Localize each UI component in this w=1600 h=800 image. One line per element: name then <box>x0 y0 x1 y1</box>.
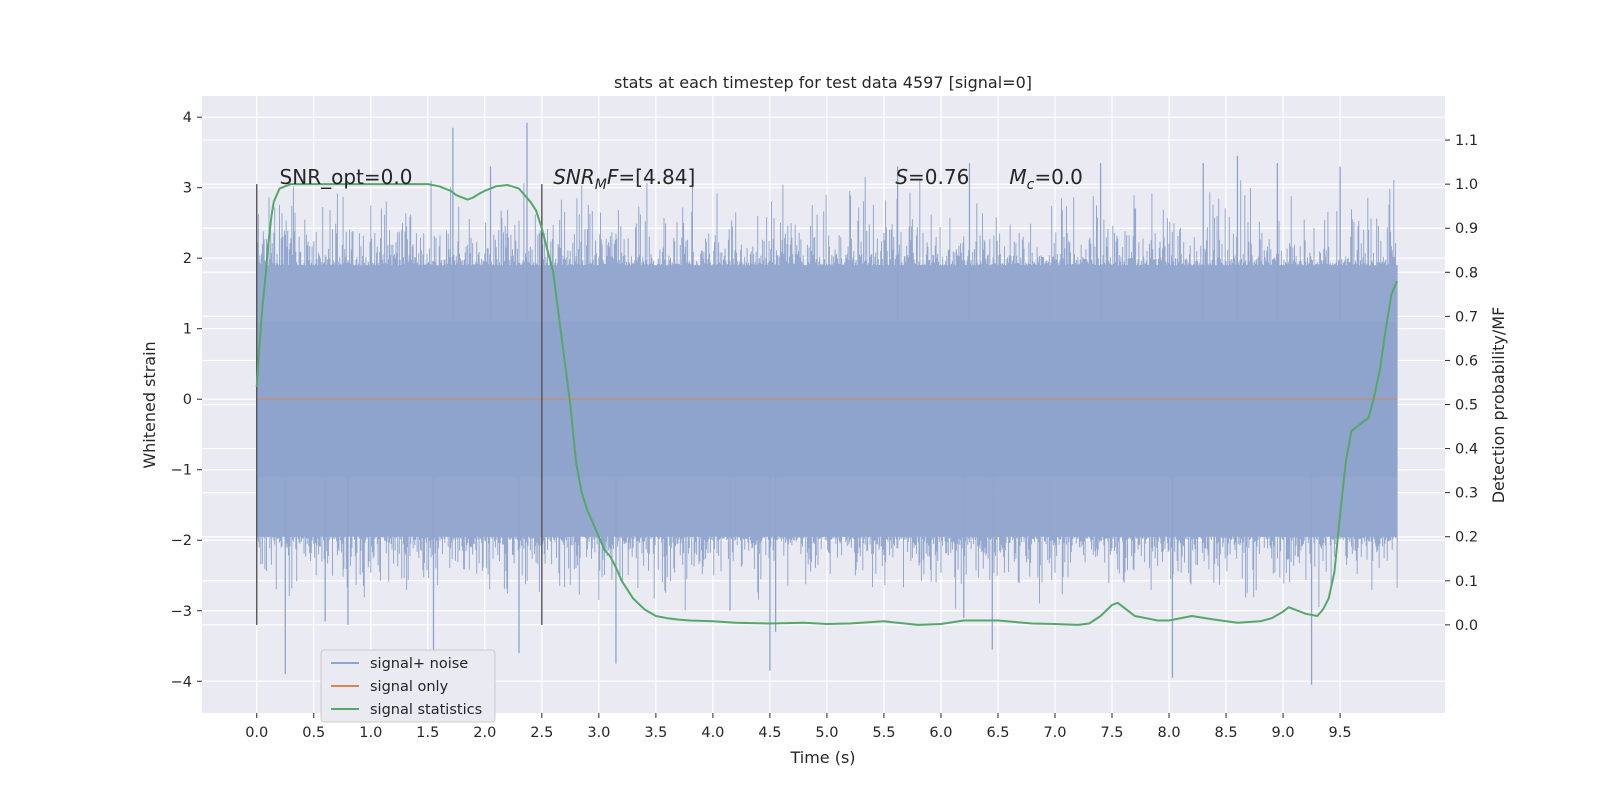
y-tick-label: −4 <box>171 674 192 690</box>
x-tick-label: 7.0 <box>1043 725 1066 741</box>
y-tick-label: 0 <box>183 392 192 408</box>
y2-tick-label: 0.0 <box>1455 618 1478 634</box>
x-tick-label: 2.0 <box>473 725 496 741</box>
chart-title: stats at each timestep for test data 459… <box>614 73 1032 92</box>
signal-statistics-series <box>255 183 1399 626</box>
axes: 0.0 0.5 1.0 1.5 2.0 2.5 3.0 3.5 4.0 4.5 5.0 5.5 6.0 6… <box>171 110 1478 741</box>
annotation-s-stat: S=0.76 <box>895 165 969 189</box>
signal-statistics-line <box>255 183 1399 626</box>
legend: signal+ noise signal only signal statist… <box>320 649 496 723</box>
y2-tick-label: 0.8 <box>1455 265 1478 281</box>
x-tick-label: 0.0 <box>245 725 268 741</box>
x-tick-label: 9.0 <box>1272 725 1295 741</box>
annotation-snr-opt: SNR_opt=0.0 <box>280 165 413 189</box>
x-tick-label: 1.0 <box>359 725 382 741</box>
legend-box <box>320 649 496 723</box>
y-axis-label: Whitened strain <box>140 341 159 468</box>
x-axis-label: Time (s) <box>789 748 855 767</box>
legend-label-signal-statistics: signal statistics <box>370 702 482 718</box>
y2-tick-label: 0.1 <box>1455 574 1478 590</box>
y2-tick-label: 0.5 <box>1455 398 1478 414</box>
x-tick-label: 3.0 <box>587 725 610 741</box>
annotation-snr-mf: SNRMF=[4.84] <box>553 165 695 193</box>
x-tick-label: 6.0 <box>929 725 952 741</box>
y2-tick-label: 0.3 <box>1455 486 1478 502</box>
x-tick-label: 4.0 <box>701 725 724 741</box>
x-tick-label: 8.0 <box>1158 725 1181 741</box>
y-tick-label: 1 <box>183 322 192 338</box>
y-tick-label: −3 <box>171 604 192 620</box>
y-tick-label: 4 <box>183 110 192 126</box>
x-tick-label: 8.5 <box>1215 725 1238 741</box>
vertical-markers <box>256 184 543 625</box>
y2-tick-label: 1.0 <box>1455 177 1478 193</box>
y2-tick-label: 0.4 <box>1455 442 1478 458</box>
legend-label-signal-only: signal only <box>370 679 449 695</box>
x-tick-label: 1.5 <box>416 725 439 741</box>
x-tick-label: 6.5 <box>986 725 1009 741</box>
x-tick-label: 5.5 <box>872 725 895 741</box>
y2-tick-label: 0.2 <box>1455 530 1478 546</box>
x-tick-label: 9.5 <box>1329 725 1352 741</box>
y2-tick-label: 0.6 <box>1455 353 1478 369</box>
x-tick-label: 2.5 <box>530 725 553 741</box>
x-tick-label: 3.5 <box>644 725 667 741</box>
y2-tick-label: 0.9 <box>1455 221 1478 237</box>
x-tick-label: 0.5 <box>302 725 325 741</box>
y2-axis-label: Detection probability/MF <box>1489 307 1508 504</box>
y-tick-label: 2 <box>183 251 192 267</box>
legend-label-signal-noise: signal+ noise <box>370 656 468 672</box>
x-tick-label: 7.5 <box>1100 725 1123 741</box>
annotations: SNR_opt=0.0 SNRMF=[4.84] S=0.76 Mc=0.0 <box>280 165 1083 193</box>
y2-tick-label: 0.7 <box>1455 309 1478 325</box>
y2-tick-label: 1.1 <box>1455 133 1478 149</box>
x-tick-label: 5.0 <box>815 725 838 741</box>
x-tick-label: 4.5 <box>758 725 781 741</box>
y-tick-label: −2 <box>171 533 192 549</box>
y-tick-label: −1 <box>171 463 192 479</box>
annotation-mc: Mc=0.0 <box>1009 165 1083 193</box>
y-tick-label: 3 <box>183 181 192 197</box>
